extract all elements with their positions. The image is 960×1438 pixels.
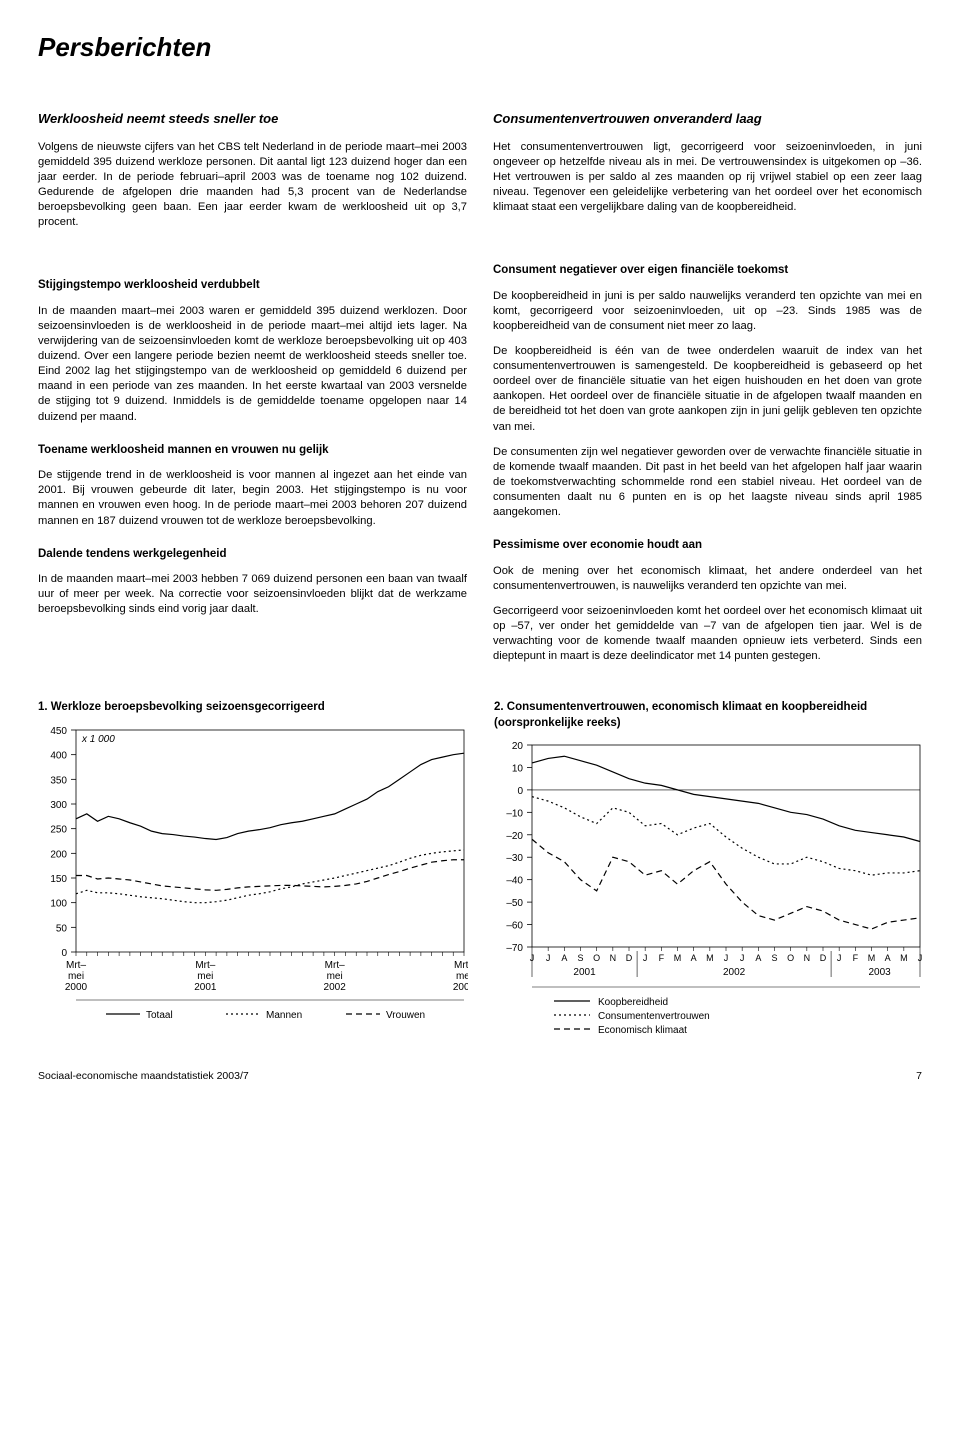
svg-text:Vrouwen: Vrouwen bbox=[386, 1010, 425, 1021]
svg-text:mei: mei bbox=[68, 971, 84, 982]
svg-text:M: M bbox=[674, 953, 682, 963]
svg-text:M: M bbox=[900, 953, 908, 963]
svg-text:0: 0 bbox=[517, 786, 523, 797]
svg-text:J: J bbox=[643, 953, 648, 963]
svg-text:–60: –60 bbox=[506, 921, 523, 932]
svg-text:D: D bbox=[626, 953, 633, 963]
svg-text:–70: –70 bbox=[506, 943, 523, 954]
svg-text:350: 350 bbox=[50, 775, 67, 786]
svg-text:mei: mei bbox=[456, 971, 468, 982]
col2-p5: Ook de mening over het economisch klimaa… bbox=[493, 564, 922, 594]
svg-text:Economisch klimaat: Economisch klimaat bbox=[598, 1025, 687, 1036]
svg-text:N: N bbox=[804, 953, 811, 963]
two-column-layout: Werkloosheid neemt steeds sneller toe Vo… bbox=[38, 110, 922, 674]
chart2-svg: –70–60–50–40–30–20–1001020JJASONDJFMAMJJ… bbox=[494, 737, 924, 1047]
svg-text:–30: –30 bbox=[506, 854, 523, 865]
svg-text:450: 450 bbox=[50, 726, 67, 737]
svg-text:J: J bbox=[740, 953, 745, 963]
col2-sub-b: Pessimisme over economie houdt aan bbox=[493, 538, 922, 554]
col2-p3: De koopbereidheid is één van de twee ond… bbox=[493, 344, 922, 435]
col1-sub-c: Dalende tendens werkgelegenheid bbox=[38, 547, 467, 563]
svg-text:2001: 2001 bbox=[194, 982, 217, 993]
svg-text:M: M bbox=[706, 953, 714, 963]
svg-text:2002: 2002 bbox=[324, 982, 347, 993]
footer-right: 7 bbox=[916, 1069, 922, 1083]
svg-text:–50: –50 bbox=[506, 899, 523, 910]
svg-text:–10: –10 bbox=[506, 809, 523, 820]
svg-text:Mannen: Mannen bbox=[266, 1010, 302, 1021]
chart-1: 1. Werkloze beroepsbevolking seizoensgec… bbox=[38, 700, 468, 1047]
col1-p1: Volgens de nieuwste cijfers van het CBS … bbox=[38, 140, 467, 231]
column-right: Consumentenvertrouwen onveranderd laag H… bbox=[493, 110, 922, 674]
svg-text:F: F bbox=[659, 953, 665, 963]
svg-text:S: S bbox=[771, 953, 777, 963]
chart-2: 2. Consumentenvertrouwen, economisch kli… bbox=[494, 700, 924, 1047]
svg-text:A: A bbox=[885, 953, 891, 963]
svg-text:x 1 000: x 1 000 bbox=[81, 734, 115, 745]
svg-text:400: 400 bbox=[50, 751, 67, 762]
svg-text:Mrt–: Mrt– bbox=[325, 960, 345, 971]
svg-text:S: S bbox=[577, 953, 583, 963]
svg-text:50: 50 bbox=[56, 923, 68, 934]
svg-text:O: O bbox=[787, 953, 794, 963]
svg-text:J: J bbox=[837, 953, 842, 963]
svg-text:O: O bbox=[593, 953, 600, 963]
col2-p4: De consumenten zijn wel negatiever gewor… bbox=[493, 445, 922, 521]
svg-text:Mrt–: Mrt– bbox=[66, 960, 86, 971]
footer-left: Sociaal-economische maandstatistiek 2003… bbox=[38, 1069, 249, 1083]
svg-text:N: N bbox=[610, 953, 617, 963]
svg-text:Mrt–: Mrt– bbox=[454, 960, 468, 971]
svg-text:Consumentenvertrouwen: Consumentenvertrouwen bbox=[598, 1011, 710, 1022]
col2-p2: De koopbereidheid in juni is per saldo n… bbox=[493, 289, 922, 334]
svg-text:2002: 2002 bbox=[723, 967, 746, 978]
svg-text:0: 0 bbox=[61, 948, 67, 959]
col2-heading: Consumentenvertrouwen onveranderd laag bbox=[493, 110, 922, 128]
svg-text:250: 250 bbox=[50, 825, 67, 836]
svg-text:A: A bbox=[691, 953, 697, 963]
chart2-title: 2. Consumentenvertrouwen, economisch kli… bbox=[494, 700, 924, 731]
svg-text:F: F bbox=[853, 953, 859, 963]
col2-p1: Het consumentenvertrouwen ligt, gecorrig… bbox=[493, 140, 922, 216]
svg-text:mei: mei bbox=[197, 971, 213, 982]
col2-sub-a: Consument negatiever over eigen financië… bbox=[493, 263, 922, 279]
col1-p4: In de maanden maart–mei 2003 hebben 7 06… bbox=[38, 572, 467, 617]
svg-text:2001: 2001 bbox=[573, 967, 596, 978]
col1-sub-a: Stijgingstempo werkloosheid verdubbelt bbox=[38, 278, 467, 294]
svg-text:Mrt–: Mrt– bbox=[195, 960, 215, 971]
col2-p6: Gecorrigeerd voor seizoeninvloeden komt … bbox=[493, 604, 922, 664]
svg-text:D: D bbox=[820, 953, 827, 963]
svg-text:Koopbereidheid: Koopbereidheid bbox=[598, 997, 668, 1008]
chart1-title: 1. Werkloze beroepsbevolking seizoensgec… bbox=[38, 700, 468, 716]
column-left: Werkloosheid neemt steeds sneller toe Vo… bbox=[38, 110, 467, 674]
col1-sub-b: Toename werkloosheid mannen en vrouwen n… bbox=[38, 443, 467, 459]
svg-text:10: 10 bbox=[512, 764, 524, 775]
svg-text:150: 150 bbox=[50, 874, 67, 885]
svg-text:A: A bbox=[561, 953, 567, 963]
charts-row: 1. Werkloze beroepsbevolking seizoensgec… bbox=[38, 700, 922, 1047]
page-footer: Sociaal-economische maandstatistiek 2003… bbox=[38, 1069, 922, 1083]
svg-text:–20: –20 bbox=[506, 831, 523, 842]
page-title: Persberichten bbox=[38, 30, 922, 65]
chart1-svg: 050100150200250300350400450Mrt–mei2000Mr… bbox=[38, 722, 468, 1032]
svg-text:2003: 2003 bbox=[868, 967, 891, 978]
svg-text:200: 200 bbox=[50, 849, 67, 860]
svg-text:100: 100 bbox=[50, 899, 67, 910]
svg-text:J: J bbox=[546, 953, 551, 963]
col1-p2: In de maanden maart–mei 2003 waren er ge… bbox=[38, 304, 467, 425]
svg-text:J: J bbox=[724, 953, 729, 963]
svg-text:300: 300 bbox=[50, 800, 67, 811]
svg-text:Totaal: Totaal bbox=[146, 1010, 173, 1021]
svg-text:2000: 2000 bbox=[65, 982, 88, 993]
col1-heading: Werkloosheid neemt steeds sneller toe bbox=[38, 110, 467, 128]
svg-text:mei: mei bbox=[327, 971, 343, 982]
svg-text:–40: –40 bbox=[506, 876, 523, 887]
svg-text:2003: 2003 bbox=[453, 982, 468, 993]
col1-p3: De stijgende trend in de werkloosheid is… bbox=[38, 468, 467, 528]
svg-text:M: M bbox=[868, 953, 876, 963]
svg-text:20: 20 bbox=[512, 741, 524, 752]
svg-text:A: A bbox=[755, 953, 761, 963]
